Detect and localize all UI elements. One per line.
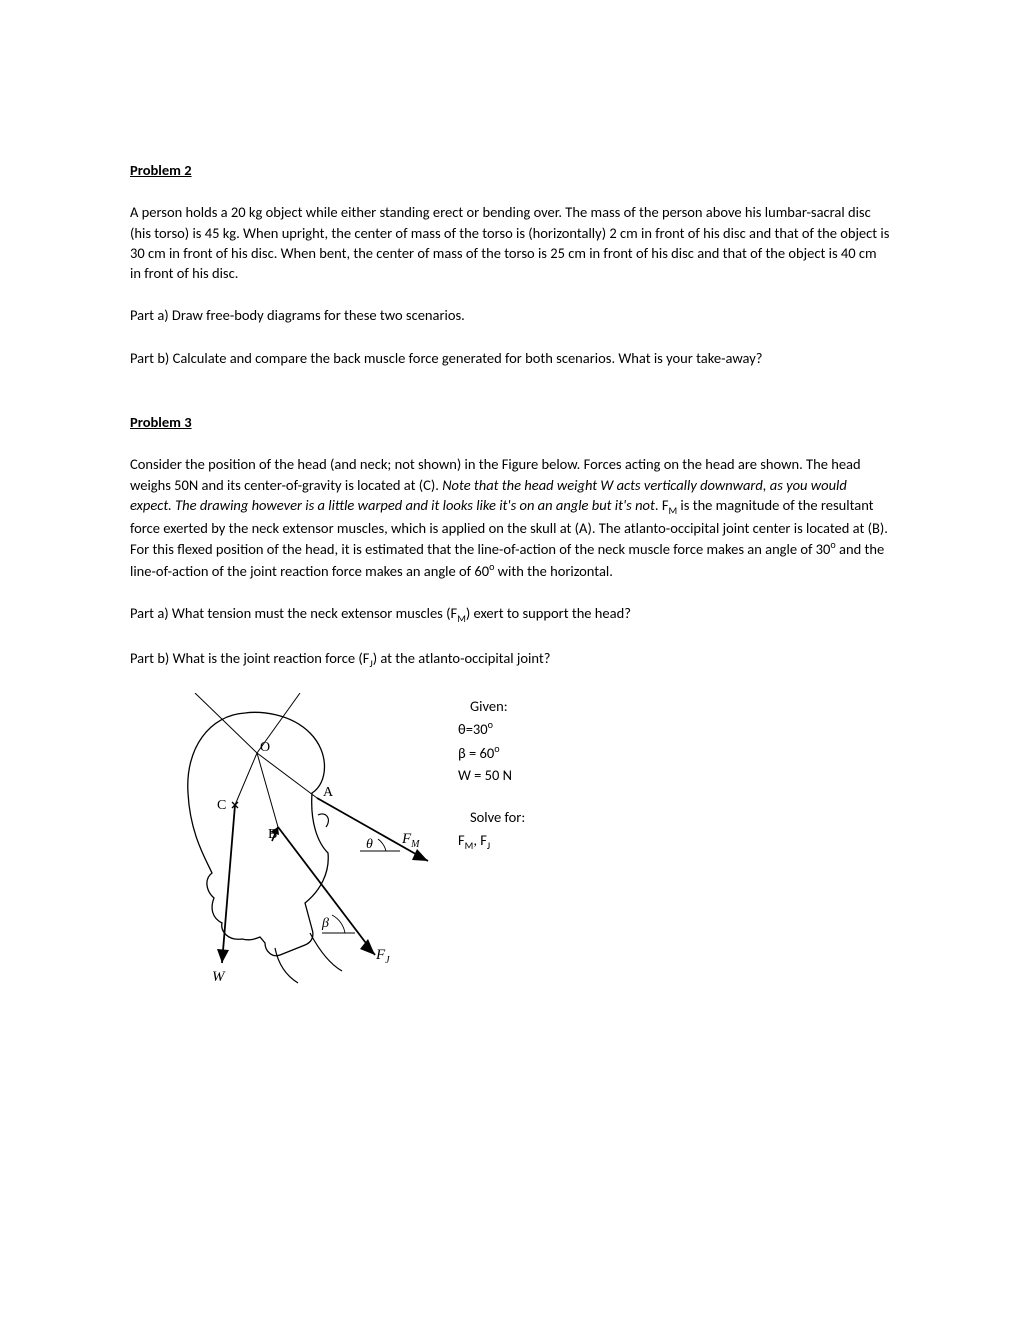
p3-post4: with the horizontal. <box>494 561 613 579</box>
fig-label-W: W <box>212 969 226 985</box>
figure-row: O A B C W FM FJ θ β Given: θ=30o β = 60o… <box>130 693 890 993</box>
head-diagram: O A B C W FM FJ θ β <box>150 693 440 993</box>
given-theta: θ=30o <box>458 717 525 740</box>
problem3-title: Problem 3 <box>130 412 890 432</box>
p3a-pre: Part a) What tension must the neck exten… <box>130 604 457 622</box>
p3a-post: ) exert to support the head? <box>466 604 631 622</box>
fig-label-FJ: FJ <box>375 947 390 966</box>
problem3-part-a: Part a) What tension must the neck exten… <box>130 603 890 626</box>
fig-label-O: O <box>260 740 270 755</box>
p3a-sub: M <box>457 612 466 625</box>
fig-label-B: B <box>268 827 277 842</box>
given-block: Given: θ=30o β = 60o W = 50 N Solve for:… <box>458 695 525 854</box>
fig-label-A: A <box>323 785 334 800</box>
problem2-title: Problem 2 <box>130 160 890 180</box>
fig-label-beta: β <box>321 916 329 931</box>
given-w: W = 50 N <box>458 764 525 786</box>
fig-label-C: C <box>217 798 226 813</box>
problem2-part-b: Part b) Calculate and compare the back m… <box>130 348 890 368</box>
problem3-text: Consider the position of the head (and n… <box>130 454 890 580</box>
given-label: Given: <box>470 695 525 717</box>
p3b-pre: Part b) What is the joint reaction force… <box>130 649 369 667</box>
given-beta: β = 60o <box>458 741 525 764</box>
p3-sub1: M <box>668 504 677 517</box>
problem2-part-a: Part a) Draw free-body diagrams for thes… <box>130 305 890 325</box>
fig-label-theta: θ <box>366 837 373 852</box>
problem2-text: A person holds a 20 kg object while eith… <box>130 202 890 283</box>
solve-label: Solve for: <box>470 806 525 828</box>
solve-values: FM, FJ <box>458 829 525 854</box>
p3b-post: ) at the atlanto-occipital joint? <box>373 649 551 667</box>
problem3-part-b: Part b) What is the joint reaction force… <box>130 648 890 671</box>
p3-post1: . F <box>655 496 669 514</box>
